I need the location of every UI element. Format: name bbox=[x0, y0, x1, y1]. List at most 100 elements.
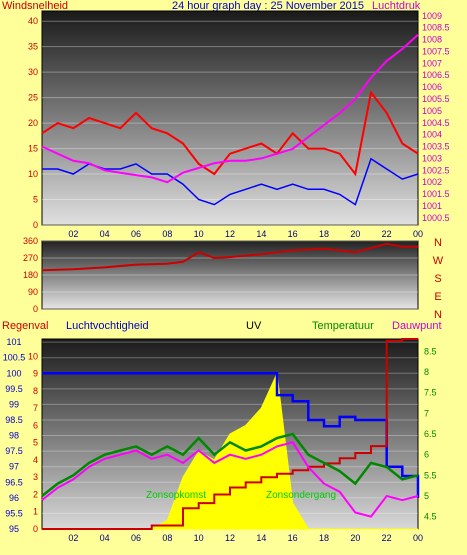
rain-tick-label: 10 bbox=[28, 351, 38, 361]
x-tick-label: 02 bbox=[68, 229, 78, 239]
direction-tick-label: 360 bbox=[23, 236, 38, 246]
chart-title: 24 hour graph day : 25 November 2015 bbox=[172, 0, 365, 12]
pressure-tick-label: 1006 bbox=[422, 82, 442, 92]
temperature-tick-label: 6 bbox=[424, 450, 429, 460]
x-tick-label: 16 bbox=[288, 533, 298, 543]
wind-tick-label: 0 bbox=[33, 220, 38, 230]
x-tick-label: 20 bbox=[350, 229, 360, 239]
pressure-tick-label: 1003.5 bbox=[422, 142, 450, 152]
wind-tick-label: 25 bbox=[28, 93, 38, 103]
wind-tick-label: 15 bbox=[28, 144, 38, 154]
humidity-tick-label: 100 bbox=[6, 368, 21, 378]
rain-tick-label: 7 bbox=[33, 403, 38, 413]
pressure-tick-label: 1004.5 bbox=[422, 118, 450, 128]
pressure-tick-label: 1000.5 bbox=[422, 213, 450, 223]
rain-tick-label: 5 bbox=[33, 438, 38, 448]
temperature-tick-label: 4.5 bbox=[424, 512, 437, 522]
pressure-label: Luchtdruk bbox=[372, 0, 421, 12]
pressure-tick-label: 1002 bbox=[422, 177, 442, 187]
compass-label: E bbox=[434, 291, 441, 303]
x-tick-label: 06 bbox=[131, 533, 141, 543]
direction-tick-label: 0 bbox=[33, 304, 38, 314]
pressure-tick-label: 1009 bbox=[422, 11, 442, 21]
temperature-tick-label: 7 bbox=[424, 408, 429, 418]
compass-label: W bbox=[433, 255, 444, 267]
wind-avg-line bbox=[42, 157, 419, 206]
humidity-tick-label: 97.5 bbox=[5, 446, 23, 456]
wind-speed-label: Windsnelheid bbox=[2, 0, 69, 12]
wind-tick-label: 5 bbox=[33, 195, 38, 205]
humidity-label: Luchtvochtigheid bbox=[66, 320, 149, 332]
humidity-tick-label: 98 bbox=[9, 431, 19, 441]
rain-tick-label: 9 bbox=[33, 369, 38, 379]
humidity-line bbox=[42, 372, 420, 498]
temperature-tick-label: 5.5 bbox=[424, 470, 437, 480]
pressure-tick-label: 1005 bbox=[422, 106, 442, 116]
pressure-tick-label: 1004 bbox=[422, 130, 442, 140]
compass-label: N bbox=[434, 237, 442, 249]
uv-label: UV bbox=[246, 320, 262, 332]
direction-tick-label: 90 bbox=[28, 287, 38, 297]
x-tick-label: 04 bbox=[100, 229, 110, 239]
wind-pressure-plot-area bbox=[41, 10, 419, 226]
rain-tick-label: 1 bbox=[33, 507, 38, 517]
compass-label: N bbox=[434, 309, 442, 321]
sunset-label: Zonsondergang bbox=[266, 490, 337, 501]
rain-tick-label: 2 bbox=[33, 489, 38, 499]
x-tick-label: 08 bbox=[162, 229, 172, 239]
temperature-tick-label: 7.5 bbox=[424, 388, 437, 398]
x-tick-label: 10 bbox=[194, 229, 204, 239]
wind-tick-label: 30 bbox=[28, 67, 38, 77]
rain-label: Regenval bbox=[2, 320, 49, 332]
humidity-tick-label: 96 bbox=[9, 493, 19, 503]
rain-line bbox=[42, 338, 418, 530]
humidity-tick-label: 100.5 bbox=[3, 353, 26, 363]
pressure-tick-label: 1008 bbox=[422, 35, 442, 45]
compass-label: S bbox=[434, 273, 441, 285]
wind-tick-label: 10 bbox=[28, 169, 38, 179]
x-tick-label: 22 bbox=[382, 533, 392, 543]
x-tick-label: 14 bbox=[256, 229, 266, 239]
x-tick-label: 00 bbox=[413, 229, 423, 239]
temperature-tick-label: 8 bbox=[424, 367, 429, 377]
x-tick-label: 12 bbox=[225, 229, 235, 239]
x-tick-label: 14 bbox=[256, 533, 266, 543]
humidity-tick-label: 98.5 bbox=[5, 415, 23, 425]
x-tick-label: 04 bbox=[100, 533, 110, 543]
humidity-tick-label: 99.5 bbox=[5, 384, 23, 394]
x-tick-label: 22 bbox=[382, 229, 392, 239]
x-tick-label: 08 bbox=[162, 533, 172, 543]
x-tick-label: 16 bbox=[288, 229, 298, 239]
wind-tick-label: 40 bbox=[28, 16, 38, 26]
pressure-line bbox=[41, 34, 419, 184]
humidity-tick-label: 99 bbox=[9, 399, 19, 409]
pressure-tick-label: 1005.5 bbox=[422, 94, 450, 104]
pressure-tick-label: 1003 bbox=[422, 153, 442, 163]
pressure-tick-label: 1002.5 bbox=[422, 165, 450, 175]
rain-tick-label: 6 bbox=[33, 420, 38, 430]
humidity-tick-label: 95 bbox=[9, 524, 19, 534]
direction-tick-label: 270 bbox=[23, 253, 38, 263]
dewpoint-label: Dauwpunt bbox=[392, 320, 442, 332]
humidity-tick-label: 96.5 bbox=[5, 477, 23, 487]
x-tick-label: 18 bbox=[319, 533, 329, 543]
rain-tick-label: 3 bbox=[33, 472, 38, 482]
rain-tick-label: 8 bbox=[33, 386, 38, 396]
temperature-tick-label: 8.5 bbox=[424, 346, 437, 356]
temperature-tick-label: 5 bbox=[424, 491, 429, 501]
rain-tick-label: 0 bbox=[33, 524, 38, 534]
wind-direction-line bbox=[41, 242, 418, 272]
pressure-tick-label: 1001.5 bbox=[422, 189, 450, 199]
pressure-tick-label: 1008.5 bbox=[422, 23, 450, 33]
pressure-tick-label: 1001 bbox=[422, 201, 442, 211]
humidity-tick-label: 97 bbox=[9, 462, 19, 472]
wind-gust-line bbox=[41, 90, 419, 177]
pressure-tick-label: 1006.5 bbox=[422, 70, 450, 80]
x-tick-label: 10 bbox=[194, 533, 204, 543]
temperature-line bbox=[41, 432, 419, 497]
wind-tick-label: 20 bbox=[28, 118, 38, 128]
x-tick-label: 20 bbox=[350, 533, 360, 543]
dewpoint-line bbox=[41, 441, 419, 518]
wind-tick-label: 35 bbox=[28, 42, 38, 52]
